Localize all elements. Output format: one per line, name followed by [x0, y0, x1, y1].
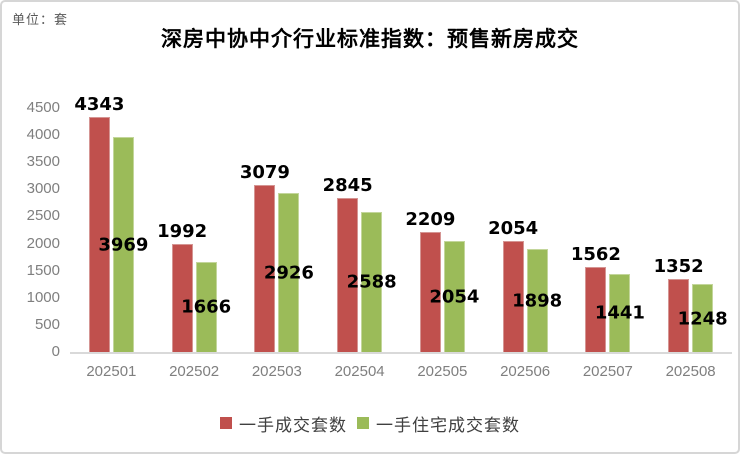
legend-label: 一手住宅成交套数 — [376, 415, 520, 435]
bar-series-2: 2926 — [264, 193, 314, 352]
data-label-series-1: 2209 — [405, 209, 456, 231]
y-tick-label: 1000 — [26, 288, 60, 306]
data-label-series-1: 2054 — [488, 217, 539, 239]
bar-series-2: 2054 — [429, 240, 479, 352]
x-tick-label: 202502 — [169, 363, 220, 380]
x-tick-label: 202501 — [86, 363, 137, 380]
data-label-series-1: 4343 — [74, 93, 125, 115]
x-tick-label: 202508 — [665, 363, 716, 380]
chart-title: 深房中协中介行业标准指数：预售新房成交 — [161, 27, 579, 51]
data-label-series-2: 1248 — [677, 308, 728, 330]
bar-group: 2845 2588 202504 — [318, 108, 401, 380]
bar-series-1: 1992 — [157, 221, 207, 352]
bar-series-2: 1898 — [512, 249, 562, 352]
bar-series-1: 3079 — [240, 162, 290, 352]
x-tick-label: 202503 — [251, 363, 302, 380]
data-label-series-2: 1666 — [181, 296, 232, 318]
legend-item-series-1: 一手成交套数 — [220, 411, 347, 436]
bar-series-1: 2054 — [488, 218, 538, 352]
y-tick-label: 500 — [34, 315, 60, 333]
data-label-series-1: 2845 — [322, 174, 373, 196]
bar-series-1: 1352 — [654, 256, 704, 352]
data-label-series-1: 1352 — [653, 255, 704, 277]
data-label-series-2: 2054 — [429, 286, 480, 308]
y-axis: 0 500 1000 1500 2000 2500 3000 3500 4000 4500 — [2, 99, 62, 360]
y-tick-label: 2000 — [26, 234, 60, 252]
legend-swatch-icon — [220, 417, 232, 429]
data-label-series-2: 1898 — [512, 290, 563, 312]
x-tick-label: 202506 — [500, 363, 551, 380]
y-tick-label: 3000 — [26, 180, 60, 198]
bar-series-1: 2209 — [405, 209, 455, 352]
data-label-series-2: 3969 — [98, 234, 149, 256]
bar-group: 3079 2926 202503 — [236, 108, 319, 380]
unit-label: 单位：套 — [12, 12, 69, 27]
bar-series-1: 1562 — [571, 244, 621, 352]
y-tick-label: 2500 — [26, 207, 60, 225]
data-label-series-2: 2588 — [346, 271, 397, 293]
legend: 一手成交套数 一手住宅成交套数 — [2, 411, 738, 436]
y-tick-label: 3500 — [26, 153, 60, 171]
data-label-series-2: 2926 — [263, 262, 314, 284]
bar-series-1: 4343 — [74, 94, 124, 352]
data-label-series-1: 3079 — [239, 162, 290, 184]
bar-group: 1992 1666 202502 — [153, 108, 236, 380]
plot-area: 4343 3969 202501 1992 1666 202502 3079 2926 2025… — [70, 94, 732, 380]
bar-group: 2054 1898 202506 — [484, 108, 567, 380]
x-tick-label: 202504 — [334, 363, 385, 380]
y-tick-label: 0 — [51, 343, 60, 360]
bar-group: 1352 1248 202508 — [649, 108, 732, 380]
data-label-series-1: 1992 — [157, 221, 208, 242]
y-tick-label: 4500 — [26, 99, 60, 116]
bar-series-2: 1666 — [181, 261, 231, 352]
bar-group: 1562 1441 202507 — [567, 108, 650, 380]
bar-series-2: 3969 — [98, 136, 148, 352]
bar-series-2: 1248 — [678, 284, 728, 352]
x-tick-label: 202505 — [417, 363, 468, 380]
y-tick-label: 1500 — [26, 261, 60, 279]
data-label-series-1: 1562 — [570, 244, 621, 266]
bar-series-2: 2588 — [347, 211, 397, 352]
bar-series-1: 2845 — [323, 175, 373, 352]
y-tick-label: 4000 — [26, 126, 60, 144]
data-label-series-2: 1441 — [594, 302, 645, 324]
bar-group: 4343 3969 202501 — [70, 94, 153, 380]
x-tick-label: 202507 — [582, 363, 633, 380]
legend-swatch-icon — [357, 417, 369, 429]
bar-group: 2209 2054 202505 — [401, 108, 484, 380]
bar-series-2: 1441 — [595, 273, 645, 352]
legend-item-series-2: 一手住宅成交套数 — [357, 411, 520, 436]
legend-label: 一手成交套数 — [239, 415, 347, 435]
